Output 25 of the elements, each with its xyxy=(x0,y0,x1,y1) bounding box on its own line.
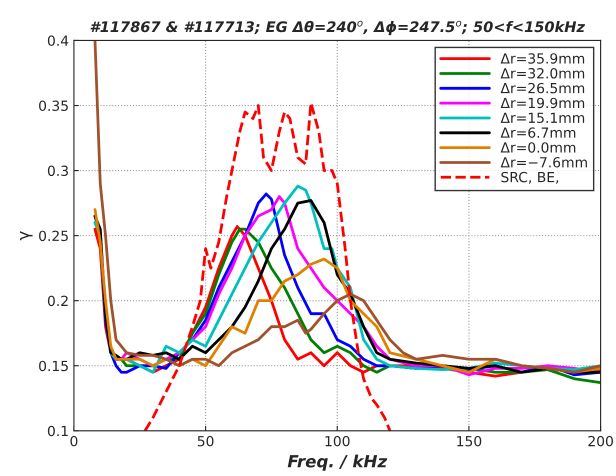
y-tick-label: 0.3 xyxy=(48,166,68,176)
x-tick-label: 150 xyxy=(457,436,482,446)
x-tick-label: 0 xyxy=(70,436,78,446)
chart-title: #117867 & #117713; EG Δθ=240$^{o}$, Δϕ=247.5$^{o}$; 50<f<150kHz xyxy=(90,20,586,36)
y-tick-label: 0.15 xyxy=(39,360,68,372)
x-tick-label: 200 xyxy=(588,436,613,446)
y-tick-label: 0.4 xyxy=(48,35,68,46)
y-tick-label: 0.25 xyxy=(39,230,68,242)
x-axis-title: Freq. / kHz xyxy=(288,454,388,471)
legend-label: Δr=6.7mm xyxy=(500,127,576,138)
y-axis-title: γ xyxy=(20,231,33,240)
legend-label: Δr=−7.6mm xyxy=(500,157,587,168)
x-tick-label: 50 xyxy=(198,436,214,446)
legend-label: Δr=32.0mm xyxy=(500,68,584,79)
legend-label: SRC, BE, xyxy=(501,172,558,184)
legend-label: Δr=26.5mm xyxy=(500,82,584,94)
y-tick-label: 0.1 xyxy=(48,426,68,436)
x-tick-label: 100 xyxy=(326,436,350,446)
y-tick-label: 0.2 xyxy=(48,296,68,306)
legend-label: Δr=15.1mm xyxy=(500,112,584,124)
legend-label: Δr=0.0mm xyxy=(500,142,576,153)
legend-label: Δr=19.9mm xyxy=(500,98,584,108)
y-tick-label: 0.35 xyxy=(39,100,68,111)
legend-label: Δr=35.9mm xyxy=(500,53,584,64)
line-series xyxy=(94,40,601,374)
